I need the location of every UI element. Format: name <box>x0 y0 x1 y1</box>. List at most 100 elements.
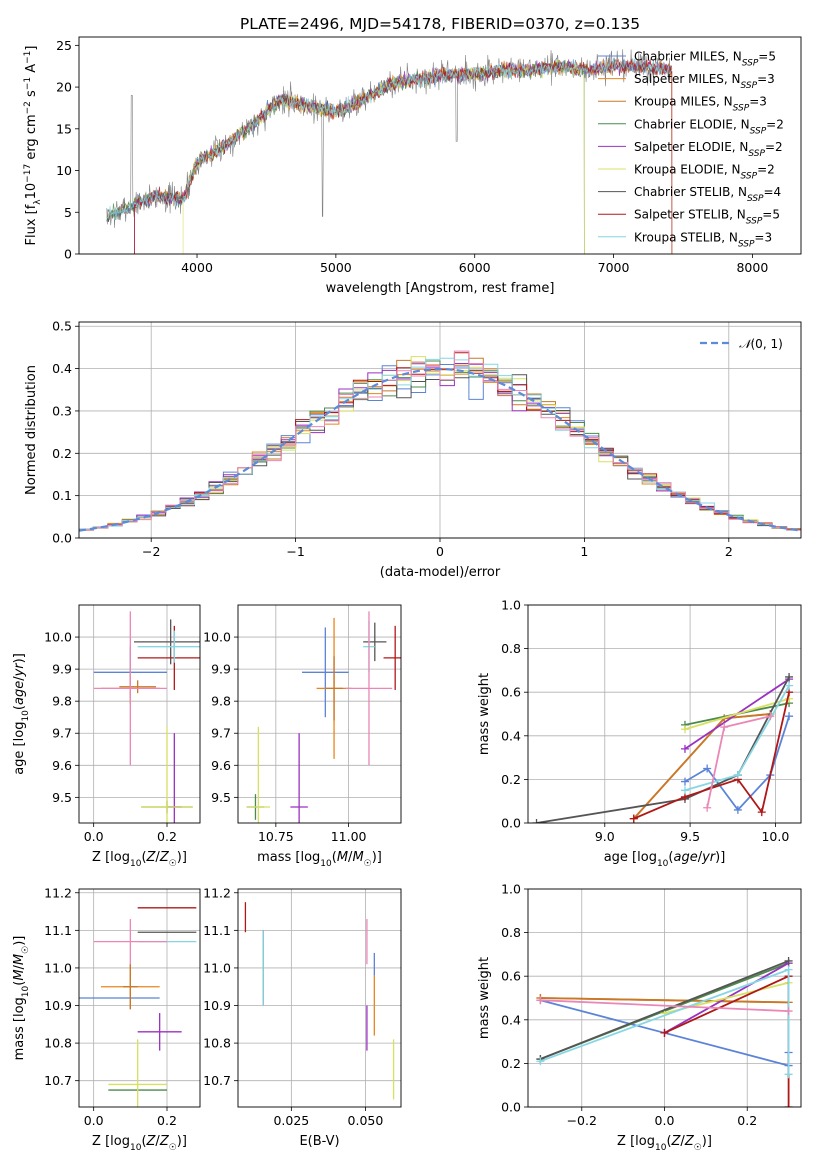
y-tick-label: 1.0 <box>501 882 521 897</box>
observed-spectrum-line <box>106 49 672 228</box>
y-tick-label: 5 <box>64 205 72 220</box>
series-point-marker <box>766 712 775 721</box>
y-axis-label: Flux [fλ10−17 erg cm−2 s−1 A−1] <box>23 46 43 246</box>
label-part: yr <box>12 662 27 678</box>
model-spectrum-kroupa-stelib <box>106 57 672 220</box>
weight-vs-metallicity-panel: −0.2 0.0 0.20.00.20.40.60.81.0Z [log10(Z/Z… <box>477 882 802 1153</box>
x-tick-label: 0.025 <box>273 1113 309 1128</box>
x-tick-label: 8000 <box>736 260 768 275</box>
label-part: ( <box>12 981 27 986</box>
x-tick-label: 7000 <box>598 260 630 275</box>
y-tick-label: 0.1 <box>52 488 72 503</box>
series-line <box>633 713 771 820</box>
label-part: )] <box>12 936 27 946</box>
label-part: 10 <box>130 1143 142 1153</box>
label-part: −1 <box>23 51 33 64</box>
series-line <box>684 697 790 731</box>
grid <box>79 605 200 823</box>
x-tick-label: −0.2 <box>567 1113 597 1128</box>
series-point-marker <box>757 808 766 817</box>
histogram-pink <box>79 350 801 531</box>
y-tick-label: 0.0 <box>501 1100 521 1115</box>
plot-area <box>79 907 197 1107</box>
series-pink <box>536 996 793 1016</box>
label-part: Z <box>159 850 170 865</box>
x-tick-label: 0.2 <box>157 829 177 844</box>
label-part: −2 <box>23 101 33 114</box>
axes-frame <box>237 888 402 1108</box>
label-part: ☉ <box>169 859 177 869</box>
x-tick-label: 1 <box>580 544 588 559</box>
plot-area <box>244 902 395 1100</box>
label-part: A <box>24 64 39 77</box>
label-part: ☉ <box>21 946 31 954</box>
y-tick-label: 0.6 <box>501 685 521 700</box>
label-part: =5 <box>758 50 776 64</box>
y-tick-label: 20 <box>56 80 72 95</box>
x-axis-label: (data-model)/error <box>380 565 501 580</box>
y-tick-label: 11.2 <box>203 885 231 900</box>
label-part: yr <box>701 850 717 865</box>
label-part: M <box>12 969 27 980</box>
label-part: Chabrier MILES, N <box>634 50 742 64</box>
label-part: / <box>680 1134 685 1149</box>
series-line <box>633 713 771 820</box>
label-part: mass weight <box>477 673 492 755</box>
errorbar-point-pink <box>345 611 393 766</box>
label-part: / <box>698 850 703 865</box>
label-part: SSP <box>748 149 765 159</box>
x-axis-label: wavelength [Angstrom, rest frame] <box>326 281 555 296</box>
ticks: 9.0 9.5 10.0 0.0 0.2 0.4 0.6 0.8 1.0 <box>501 598 789 845</box>
series-point-marker <box>629 814 638 823</box>
y-tick-label: 1.0 <box>501 598 521 613</box>
plot-area <box>536 956 793 1107</box>
series-line <box>540 960 789 1060</box>
legend-label: Kroupa MILES, NSSP=3 <box>634 95 767 114</box>
y-tick-label: 10.7 <box>44 1073 72 1088</box>
y-tick-label: 11.2 <box>44 885 72 900</box>
label-part: Kroupa MILES, N <box>634 95 733 109</box>
y-tick-label: 0.6 <box>501 969 521 984</box>
label-part: ( <box>141 1134 146 1149</box>
mass-vs-metallicity-panel: 0.0 0.210.710.810.911.011.111.2Z [log10(Z… <box>12 885 201 1153</box>
y-tick-label: 10.8 <box>44 1036 72 1051</box>
x-tick-label: 9.0 <box>595 829 615 844</box>
x-tick-label: −2 <box>142 544 160 559</box>
x-tick-label: 2 <box>725 544 733 559</box>
label-part: )] <box>12 653 27 663</box>
errorbar-point-chabrier-miles <box>302 627 349 718</box>
legend-label: Chabrier MILES, NSSP=5 <box>634 50 776 69</box>
legend-label: Salpeter MILES, NSSP=3 <box>634 72 775 91</box>
label-part: Chabrier ELODIE, N <box>634 117 750 131</box>
label-part: Salpeter MILES, N <box>634 72 741 86</box>
y-tick-label: 15 <box>56 121 72 136</box>
label-part: age <box>673 850 697 865</box>
spectrum-panel: 4000 5000 6000 7000 8000 0 5 10 15 20 25 wavelength… <box>23 36 802 296</box>
label-part: Z <box>159 1134 170 1149</box>
label-part: Z [log <box>92 1134 130 1149</box>
y-tick-label: 9.5 <box>52 790 72 805</box>
label-part: =2 <box>757 163 775 177</box>
series-kroupa-miles <box>629 710 775 823</box>
label-part: (0, 1) <box>751 337 783 351</box>
label-part: )] <box>177 850 187 865</box>
plot-area <box>106 49 673 254</box>
label-part: 10 <box>657 859 669 869</box>
y-tick-label: 10.9 <box>44 998 72 1013</box>
y-tick-label: 0.2 <box>501 772 521 787</box>
label-part: 10 <box>320 859 332 869</box>
legend-label: Chabrier ELODIE, NSSP=2 <box>634 117 784 136</box>
y-tick-label: 10.0 <box>203 630 231 645</box>
series-point-marker <box>680 786 689 795</box>
x-axis-label: age [log10(age/yr)] <box>604 850 726 869</box>
ticks: −0.2 0.0 0.2 0.0 0.2 0.4 0.6 0.8 1.0 <box>501 882 757 1129</box>
model-spectrum-kroupa-miles <box>106 58 673 254</box>
label-part: mass [log <box>12 997 27 1060</box>
errorbar-point-kroupa-elodie <box>141 726 193 823</box>
legend-label: Salpeter STELIB, NSSP=5 <box>634 208 780 227</box>
label-part: SSP <box>747 194 764 204</box>
y-tick-label: 0.8 <box>501 925 521 940</box>
series-line <box>540 997 789 1004</box>
